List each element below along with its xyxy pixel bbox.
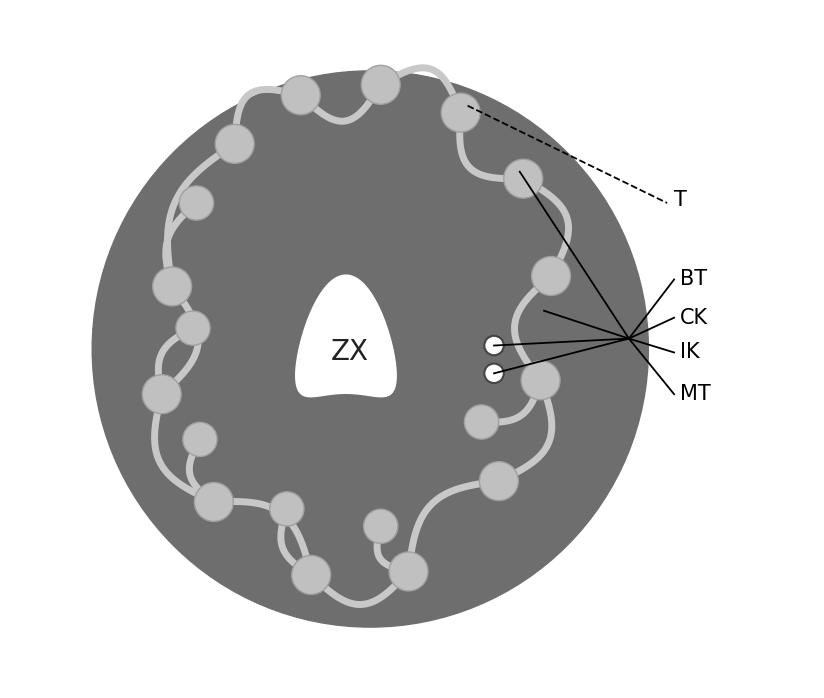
Text: MT: MT xyxy=(680,384,710,404)
Circle shape xyxy=(465,405,499,439)
Circle shape xyxy=(152,267,192,306)
Circle shape xyxy=(485,336,503,355)
Circle shape xyxy=(215,124,254,163)
Circle shape xyxy=(363,509,398,544)
Circle shape xyxy=(194,482,233,521)
Text: ZX: ZX xyxy=(330,339,368,366)
Text: IK: IK xyxy=(680,343,700,362)
Circle shape xyxy=(183,422,217,456)
Circle shape xyxy=(176,311,210,346)
Circle shape xyxy=(503,159,543,198)
Circle shape xyxy=(143,375,181,414)
Circle shape xyxy=(521,361,560,400)
Circle shape xyxy=(269,492,304,526)
Polygon shape xyxy=(296,275,396,396)
Text: BT: BT xyxy=(680,269,707,290)
Circle shape xyxy=(281,76,321,114)
Circle shape xyxy=(92,71,648,627)
Circle shape xyxy=(361,66,400,104)
Text: CK: CK xyxy=(680,308,708,328)
Circle shape xyxy=(389,552,428,591)
Circle shape xyxy=(531,257,570,295)
Text: T: T xyxy=(674,190,687,209)
Circle shape xyxy=(180,186,213,220)
Circle shape xyxy=(480,461,518,500)
Circle shape xyxy=(441,93,480,132)
Circle shape xyxy=(485,364,503,383)
Circle shape xyxy=(292,556,330,595)
